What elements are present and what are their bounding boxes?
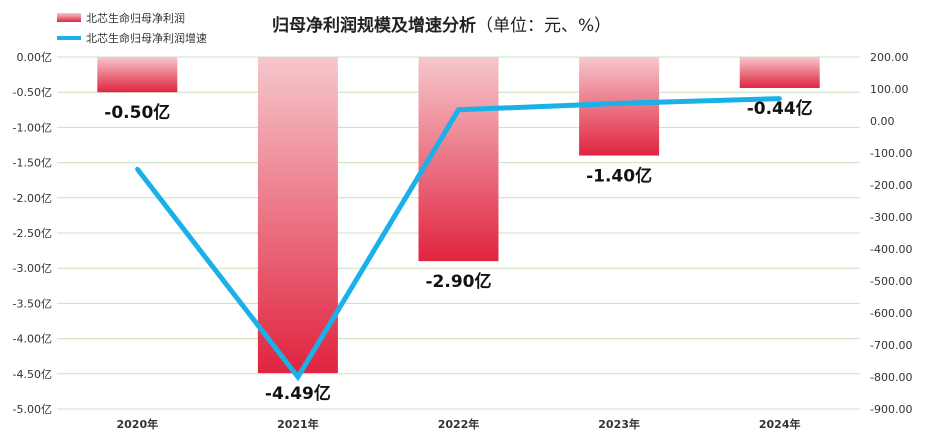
left-tick-label: -4.00亿: [13, 333, 52, 346]
left-tick-label: -3.50亿: [13, 297, 52, 310]
x-tick-label: 2024年: [759, 417, 801, 431]
legend-bar-label: 北芯生命归母净利润: [86, 11, 185, 25]
left-axis: 0.00亿 -0.50亿 -1.00亿 -1.50亿 -2.00亿 -2.50亿 -3.00…: [13, 51, 52, 416]
right-tick-label: -400.00: [870, 243, 912, 256]
right-tick-label: 100.00: [870, 83, 909, 96]
left-tick-label: -2.50亿: [13, 227, 52, 240]
left-tick-label: -4.50亿: [13, 368, 52, 381]
legend: 北芯生命归母净利润 北芯生命归母净利润增速: [57, 11, 207, 45]
x-tick-label: 2023年: [598, 417, 640, 431]
x-tick-label: 2022年: [438, 417, 480, 431]
growth-line-point: [135, 166, 140, 172]
right-tick-label: -700.00: [870, 339, 912, 352]
growth-line: [135, 96, 782, 382]
bar: [97, 57, 178, 93]
right-tick-label: 0.00: [870, 115, 895, 128]
left-tick-label: 0.00亿: [17, 51, 53, 64]
bar-labels: -0.50亿 -4.49亿 -2.90亿 -1.40亿 -0.44亿: [104, 98, 812, 404]
bar-data-label: -2.90亿: [426, 271, 492, 292]
chart-title: 归母净利润规模及增速分析（单位：元、%）: [272, 15, 611, 36]
right-axis: 200.00 100.00 0.00 -100.00 -200.00 -300.00 -40…: [870, 51, 912, 416]
left-tick-label: -2.00亿: [13, 192, 52, 205]
bar-data-label: -1.40亿: [586, 166, 652, 187]
legend-line-label: 北芯生命归母净利润增速: [86, 31, 207, 45]
bar-data-label: -0.44亿: [747, 98, 813, 119]
bar-data-label: -0.50亿: [104, 102, 170, 123]
legend-bar-swatch: [57, 13, 81, 22]
right-tick-label: -900.00: [870, 403, 912, 416]
bar-data-label: -4.49亿: [265, 383, 331, 404]
growth-line-point: [616, 101, 622, 106]
right-tick-label: -500.00: [870, 275, 912, 288]
left-tick-label: -0.50亿: [13, 86, 52, 99]
bar: [418, 57, 499, 262]
right-tick-label: -100.00: [870, 147, 912, 160]
right-tick-label: -300.00: [870, 211, 912, 224]
growth-line-point: [777, 96, 782, 101]
right-tick-label: -200.00: [870, 179, 912, 192]
x-tick-label: 2021年: [277, 417, 319, 431]
chart-title-main: 归母净利润规模及增速分析: [272, 15, 476, 36]
x-tick-label: 2020年: [116, 417, 158, 431]
growth-line-point: [295, 374, 301, 380]
right-tick-label: -800.00: [870, 371, 912, 384]
bars: [97, 57, 820, 374]
left-tick-label: -1.00亿: [13, 121, 52, 134]
growth-line-point: [456, 107, 461, 113]
left-tick-label: -5.00亿: [13, 403, 52, 416]
chart-title-unit: （单位：元、%）: [476, 16, 611, 36]
bar: [739, 57, 820, 88]
right-tick-label: 200.00: [870, 51, 909, 64]
bar: [257, 57, 338, 374]
left-tick-label: -3.00亿: [13, 262, 52, 275]
left-tick-label: -1.50亿: [13, 157, 52, 170]
right-tick-label: -600.00: [870, 307, 912, 320]
x-axis: 2020年 2021年 2022年 2023年 2024年: [116, 417, 800, 431]
